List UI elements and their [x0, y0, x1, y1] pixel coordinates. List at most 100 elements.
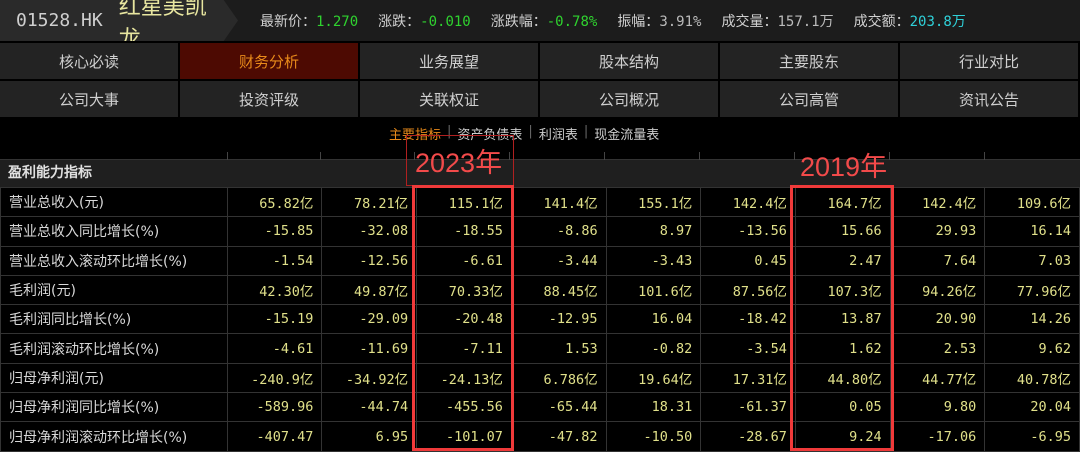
- column-divider: [227, 152, 228, 160]
- cell-value: -61.37: [700, 392, 796, 423]
- cell-value: 65.82亿: [226, 186, 323, 218]
- highlight-2023-column: [412, 185, 514, 451]
- cell-value: -15.19: [226, 304, 323, 335]
- cell-value: -3.54: [700, 333, 796, 364]
- cell-value: -3.43: [605, 245, 702, 276]
- sub-tab[interactable]: 利润表: [538, 128, 578, 143]
- cell-value: -0.82: [605, 333, 702, 364]
- nav-tab[interactable]: 业务展望: [360, 43, 538, 79]
- cell-value: 109.6亿: [984, 186, 1080, 218]
- cell-value: -1.54: [226, 245, 323, 276]
- cell-value: 87.56亿: [700, 274, 796, 306]
- cell-value: -11.69: [321, 333, 418, 364]
- nav-tab[interactable]: 核心必读: [0, 43, 178, 79]
- quote-value: 203.8万: [909, 13, 966, 30]
- cell-value: 44.77亿: [889, 362, 986, 394]
- quote-stat: 振幅：3.91%: [617, 11, 701, 31]
- cell-value: 49.87亿: [321, 274, 418, 306]
- table-row: 归母净利润(元) -240.9亿 -34.92亿 -24.13亿 6.786亿 19.64…: [0, 362, 1080, 394]
- nav-tab[interactable]: 公司大事: [0, 81, 178, 117]
- nav-tab[interactable]: 投资评级: [180, 81, 358, 117]
- cell-value: 77.96亿: [984, 274, 1080, 306]
- nav-tab[interactable]: 行业对比: [900, 43, 1078, 79]
- quote-stat: 最新价：1.270: [260, 11, 358, 31]
- cell-value: -589.96: [226, 392, 323, 423]
- cell-value: 94.26亿: [889, 274, 986, 306]
- cell-value: 141.4亿: [510, 186, 607, 218]
- cell-value: -32.08: [321, 216, 418, 247]
- cell-value: 44.80亿: [794, 362, 891, 394]
- cell-value: 29.93: [889, 216, 986, 247]
- cell-value: 9.80: [889, 392, 986, 423]
- cell-value: -20.48: [416, 304, 512, 335]
- table-row: 营业总收入(元) 65.82亿 78.21亿 115.1亿 141.4亿 155.1亿 14…: [0, 186, 1080, 218]
- sub-tab[interactable]: 现金流量表: [594, 128, 660, 143]
- quote-value: -0.010: [420, 13, 471, 30]
- cell-value: 20.04: [984, 392, 1080, 423]
- divider: |: [528, 124, 533, 139]
- quote-stat: 涨跌：-0.010: [378, 11, 471, 31]
- cell-value: -240.9亿: [226, 362, 323, 394]
- nav-tab[interactable]: 股本结构: [540, 43, 718, 79]
- cell-value: -8.86: [510, 216, 607, 247]
- cell-value: -7.11: [416, 333, 512, 364]
- stock-code: 01528.HK: [16, 10, 103, 31]
- quote-header: 01528.HK 红星美凯龙 最新价：1.270 涨跌：-0.010 涨跌幅：-0.…: [0, 0, 1080, 41]
- nav-tab[interactable]: 主要股东: [720, 43, 898, 79]
- table-row: 归母净利润同比增长(%) -589.96 -44.74 -455.56 -65.44 18…: [0, 392, 1080, 423]
- cell-value: 6.95: [321, 421, 418, 452]
- cell-value: -28.67: [700, 421, 796, 452]
- cell-value: -34.92亿: [321, 362, 418, 394]
- cell-value: 1.53: [510, 333, 607, 364]
- cell-value: 6.786亿: [510, 362, 607, 394]
- nav-tab[interactable]: 资讯公告: [900, 81, 1078, 117]
- cell-value: -24.13亿: [416, 362, 512, 394]
- cell-value: 1.62: [794, 333, 891, 364]
- quote-value: -0.78%: [546, 13, 598, 30]
- highlight-2019-column: [790, 185, 894, 451]
- cell-value: 2.53: [889, 333, 986, 364]
- cell-value: 7.03: [984, 245, 1080, 276]
- cell-value: 16.14: [984, 216, 1080, 247]
- stock-name: 红星美凯龙: [118, 0, 207, 52]
- cell-value: 0.05: [794, 392, 891, 423]
- nav-tab[interactable]: 关联权证: [360, 81, 538, 117]
- cell-value: 88.45亿: [510, 274, 607, 306]
- table-row: 毛利润同比增长(%) -15.19 -29.09 -20.48 -12.95 16.04-…: [0, 304, 1080, 335]
- column-divider: [699, 152, 700, 160]
- cell-value: 42.30亿: [226, 274, 323, 306]
- nav-tab[interactable]: 公司高管: [720, 81, 898, 117]
- cell-value: 14.26: [984, 304, 1080, 335]
- table-header: [0, 152, 1080, 160]
- divider: |: [583, 124, 589, 139]
- stock-identity: 01528.HK 红星美凯龙: [0, 0, 238, 41]
- cell-value: -3.44: [510, 245, 607, 276]
- cell-value: -12.56: [321, 245, 418, 276]
- nav-tab[interactable]: 公司概况: [540, 81, 718, 117]
- quote-label: 涨跌：: [378, 13, 421, 30]
- cell-value: -18.42: [700, 304, 796, 335]
- annotation-2023: 2023年: [415, 148, 503, 178]
- cell-value: 78.21亿: [321, 186, 418, 218]
- cell-value: 107.3亿: [794, 274, 891, 306]
- cell-value: 0.45: [700, 245, 796, 276]
- cell-value: -4.61: [226, 333, 323, 364]
- cell-value: -15.85: [226, 216, 323, 247]
- cell-value: -6.95: [984, 421, 1080, 452]
- cell-value: 164.7亿: [794, 186, 891, 218]
- quote-label: 涨跌幅：: [490, 13, 547, 30]
- cell-value: -12.95: [510, 304, 607, 335]
- column-divider: [984, 152, 985, 160]
- section-title: 盈利能力指标: [0, 160, 1080, 187]
- cell-value: 19.64亿: [605, 362, 702, 394]
- row-label: 毛利润同比增长(%): [0, 304, 228, 335]
- nav-tab[interactable]: 财务分析: [180, 43, 358, 79]
- cell-value: 101.6亿: [605, 274, 702, 306]
- cell-value: -6.61: [416, 245, 512, 276]
- table-row: 毛利润滚动环比增长(%) -4.61 -11.69 -7.11 1.53 -0.82 -3.…: [0, 333, 1080, 364]
- cell-value: 7.64: [889, 245, 986, 276]
- cell-value: 20.90: [889, 304, 986, 335]
- cell-value: -10.50: [605, 421, 702, 452]
- table-row: 归母净利润滚动环比增长(%) -407.47 6.95 -101.07 -47.82 -1…: [0, 421, 1080, 452]
- quote-stat: 成交额：203.8万: [854, 11, 966, 31]
